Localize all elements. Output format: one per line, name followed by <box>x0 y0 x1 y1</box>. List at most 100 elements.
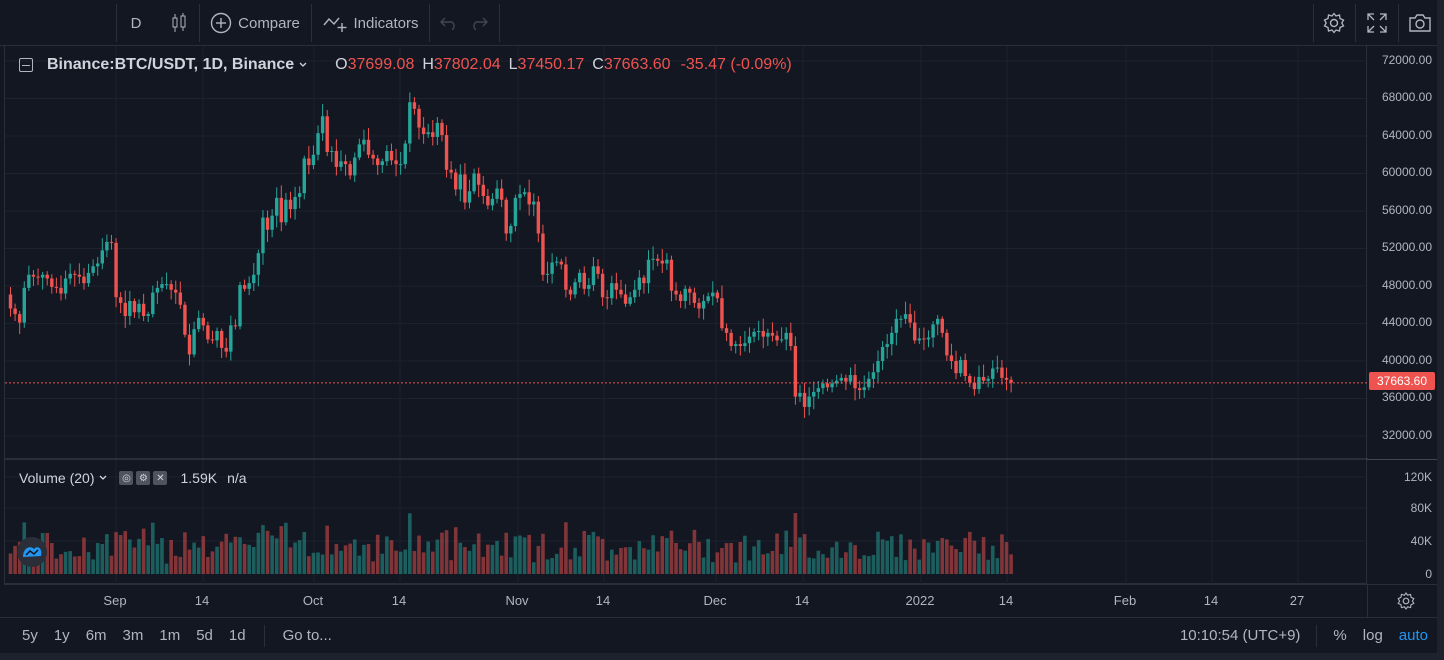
fullscreen-button[interactable] <box>1358 0 1396 46</box>
candle <box>174 289 178 293</box>
clock[interactable]: 10:10:54 (UTC+9) <box>1179 627 1301 644</box>
range-5d[interactable]: 5d <box>196 627 213 644</box>
candle <box>362 139 366 145</box>
candle <box>454 172 458 190</box>
volume-bar <box>518 535 522 574</box>
candle <box>444 135 449 170</box>
volume-bar <box>316 552 320 574</box>
goto-button[interactable]: Go to... <box>282 627 332 644</box>
candle <box>945 332 949 356</box>
toolbar-divider <box>116 4 117 42</box>
candle <box>334 151 339 167</box>
time-tick: 14 <box>391 593 407 608</box>
volume-bar <box>945 539 949 574</box>
volume-bar <box>912 548 917 574</box>
range-1m[interactable]: 1m <box>159 627 181 644</box>
indicators-button[interactable]: Indicators <box>318 0 424 46</box>
volume-bar <box>554 553 559 574</box>
candle <box>743 343 747 346</box>
range-6m[interactable]: 6m <box>85 627 107 644</box>
price-volume-chart[interactable] <box>5 46 1368 584</box>
settings-button[interactable] <box>1316 0 1352 46</box>
price-axis[interactable]: 72000.00 68000.00 64000.00 60000.00 5600… <box>1367 46 1437 584</box>
volume-bar <box>229 542 233 574</box>
candle <box>646 259 651 284</box>
volume-bar <box>146 545 150 574</box>
symbol-title[interactable]: Binance:BTC/USDT, 1D, Binance <box>47 56 295 73</box>
price-tick: 72000.00 <box>1381 53 1432 67</box>
volume-bar <box>449 560 453 574</box>
volume-bar <box>715 552 720 574</box>
candle <box>178 292 183 305</box>
candle <box>472 173 476 192</box>
volume-title[interactable]: Volume (20) <box>19 470 95 486</box>
volume-bar <box>490 544 495 574</box>
candle <box>490 198 495 206</box>
candle <box>651 258 655 260</box>
range-1d[interactable]: 1d <box>228 627 246 644</box>
volume-bar <box>421 552 426 574</box>
price-tick: 32000.00 <box>1381 428 1432 442</box>
volume-bar <box>1004 542 1009 574</box>
volume-bar <box>972 540 977 574</box>
log-toggle[interactable]: log <box>1362 627 1383 644</box>
candle <box>890 332 894 345</box>
volume-bar <box>862 555 867 574</box>
undo-button[interactable] <box>436 0 462 46</box>
gear-icon[interactable]: ⚙ <box>136 471 151 485</box>
volume-bar <box>339 550 343 574</box>
candle <box>265 217 270 230</box>
volume-bar <box>408 513 412 574</box>
compare-button[interactable]: Compare <box>206 0 304 46</box>
time-tick: 14 <box>794 593 810 608</box>
volume-bar <box>710 562 715 574</box>
close-icon[interactable]: ✕ <box>153 471 168 485</box>
volume-bar <box>173 555 178 574</box>
volume-bar <box>761 554 766 574</box>
candle <box>899 318 903 320</box>
screenshot-button[interactable] <box>1400 0 1440 46</box>
candle <box>807 396 811 407</box>
candle <box>8 294 13 309</box>
auto-toggle[interactable]: auto <box>1398 627 1428 644</box>
candle <box>247 283 251 289</box>
chart-pane[interactable]: Binance:BTC/USDT, 1D, Binance O 37699.08 … <box>4 46 1368 584</box>
volume-bar <box>752 546 756 574</box>
volume-bar <box>802 534 807 574</box>
chevron-down-icon[interactable] <box>97 473 109 483</box>
interval-button[interactable]: D <box>118 0 154 46</box>
candle <box>495 188 499 199</box>
chevron-down-icon[interactable] <box>297 60 309 70</box>
volume-bar <box>770 550 775 574</box>
volume-bar <box>926 542 931 574</box>
window-frame <box>0 653 1444 660</box>
candle <box>935 318 940 325</box>
chart-type-button[interactable] <box>160 0 198 46</box>
redo-button[interactable] <box>466 0 492 46</box>
range-5y[interactable]: 5y <box>22 627 38 644</box>
percent-toggle[interactable]: % <box>1333 627 1347 644</box>
toolbar-divider <box>311 4 312 42</box>
collapse-legend-button[interactable] <box>19 58 33 72</box>
eye-icon[interactable]: ◎ <box>119 471 134 485</box>
volume-bar <box>646 549 651 574</box>
candle <box>591 266 596 286</box>
candle <box>949 355 954 361</box>
volume-bar <box>82 537 86 574</box>
candle <box>784 332 788 340</box>
range-1y[interactable]: 1y <box>53 627 70 644</box>
volume-bar <box>426 541 430 574</box>
volume-bar <box>467 550 472 574</box>
volume-bar <box>54 558 59 574</box>
tv-logo[interactable] <box>17 537 47 567</box>
candle <box>568 289 573 295</box>
candle <box>706 296 710 301</box>
range-3m[interactable]: 3m <box>122 627 144 644</box>
candle <box>587 285 591 289</box>
gear-icon[interactable] <box>1397 592 1415 610</box>
time-axis[interactable]: Sep 14 Oct 14 Nov 14 Dec 14 2022 14 Feb … <box>4 584 1437 617</box>
volume-bar <box>857 558 862 574</box>
volume-bar <box>733 562 738 574</box>
candle <box>192 329 196 355</box>
candle <box>27 274 31 288</box>
